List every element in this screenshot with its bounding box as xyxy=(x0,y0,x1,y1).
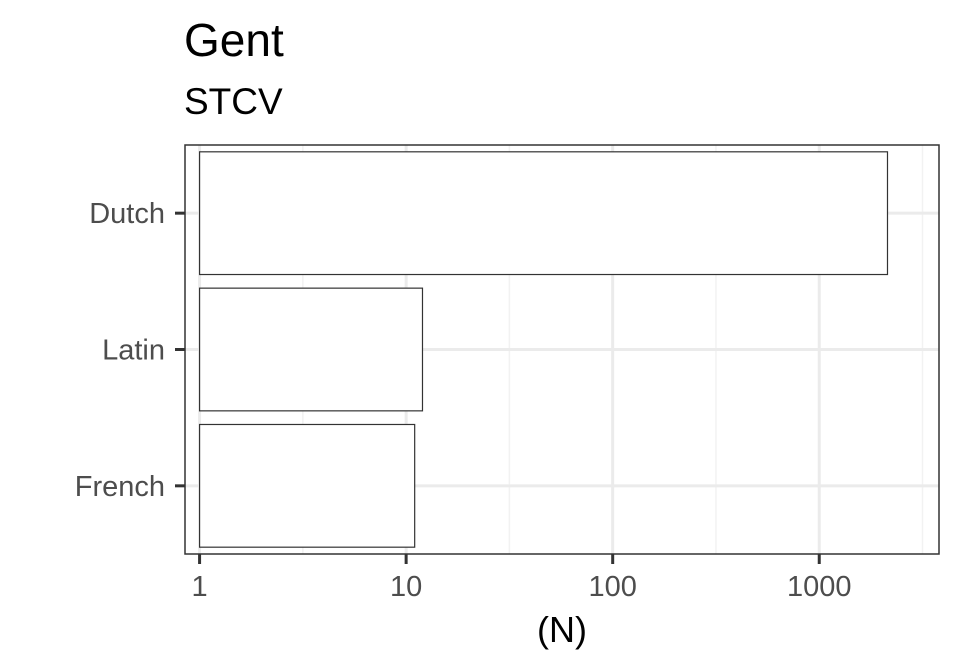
bar-dutch xyxy=(198,151,889,276)
bar-latin xyxy=(198,287,424,412)
x-tick-label-10: 10 xyxy=(390,571,422,603)
bars xyxy=(198,151,889,548)
x-tick-label-1: 1 xyxy=(192,571,208,603)
y-tick-label-dutch: Dutch xyxy=(89,198,165,230)
x-tick-label-100: 100 xyxy=(588,571,636,603)
x-axis: 1 10 100 1000 xyxy=(192,554,852,603)
x-axis-title: (N) xyxy=(537,609,587,650)
chart-title: Gent xyxy=(184,14,284,66)
x-tick-label-1000: 1000 xyxy=(787,571,852,603)
y-axis: Dutch Latin French xyxy=(75,198,185,503)
y-tick-label-latin: Latin xyxy=(102,335,165,367)
chart-subtitle: STCV xyxy=(184,81,283,122)
y-tick-label-french: French xyxy=(75,471,165,503)
bar-french xyxy=(198,423,416,548)
